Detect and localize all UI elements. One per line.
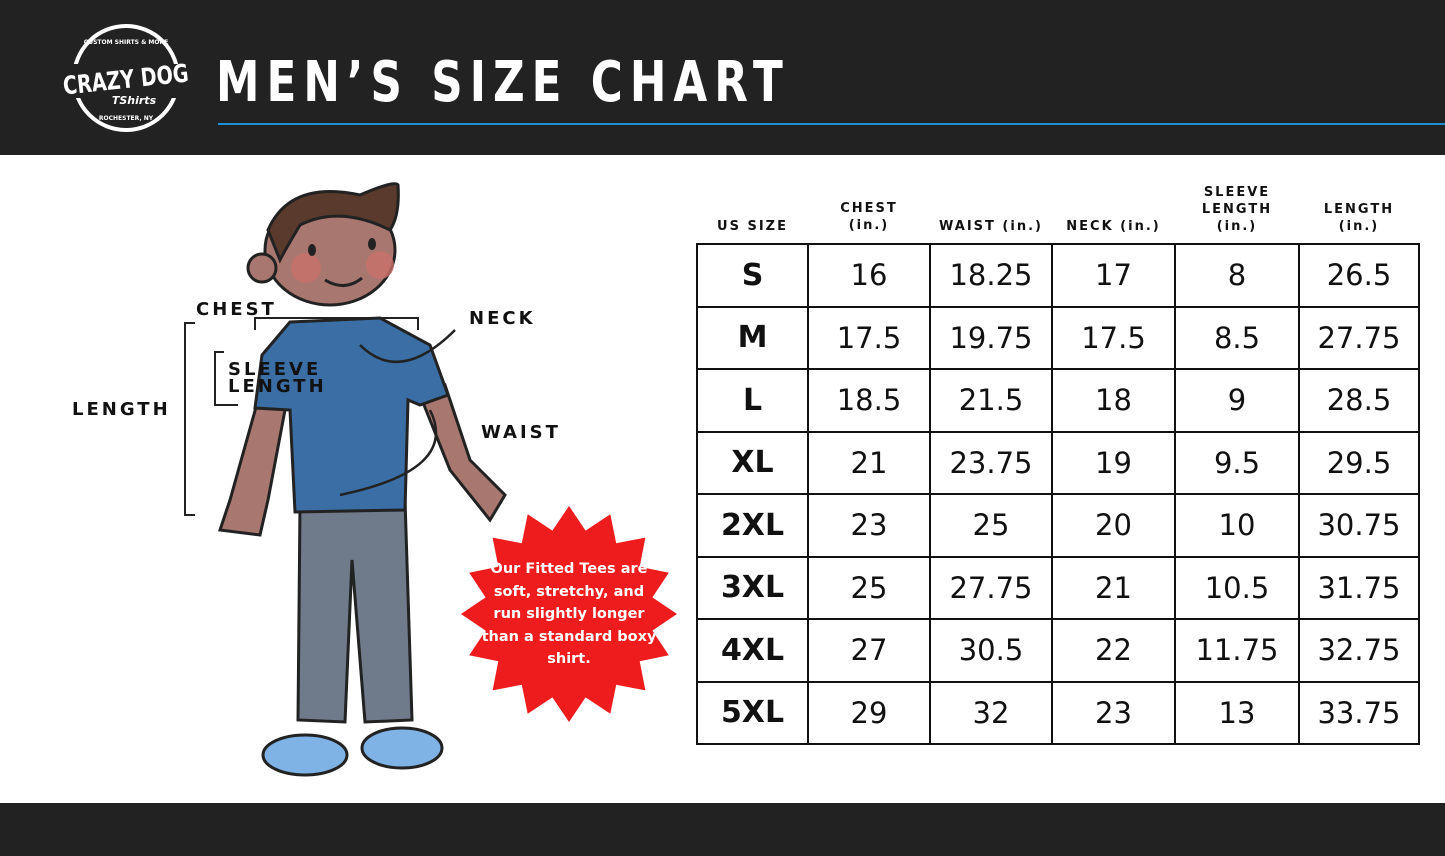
measurement-cell: 27: [807, 618, 931, 683]
measurement-cell: 30.75: [1298, 493, 1420, 558]
measurement-cell: 8: [1174, 243, 1300, 308]
measurement-cell: 32: [929, 680, 1053, 745]
measurement-cell: 18: [1051, 368, 1176, 433]
table-row: L 18.5 21.5 18 9 28.5: [696, 368, 1420, 433]
table-row: 3XL 25 27.75 21 10.5 31.75: [696, 555, 1420, 620]
measurement-cell: 10: [1174, 493, 1300, 558]
kid-illustration: CHEST NECK SLEEVE LENGTH LENGTH WAIST: [0, 155, 700, 803]
table-row: 2XL 23 25 20 10 30.75: [696, 493, 1420, 558]
table-row: 5XL 29 32 23 13 33.75: [696, 680, 1420, 745]
measurement-cell: 22: [1051, 618, 1176, 683]
label-length: LENGTH: [72, 399, 171, 420]
measurement-cell: 29.5: [1298, 430, 1420, 495]
size-cell: 4XL: [696, 618, 809, 683]
badge-text: Our Fitted Tees are soft, stretchy, and …: [481, 561, 657, 667]
measurement-cell: 25: [929, 493, 1053, 558]
size-table: S 16 18.25 17 8 26.5 M 17.5 19.75 17.5 8.5 27.75 L 18…: [696, 243, 1420, 745]
measurement-cell: 33.75: [1298, 680, 1420, 745]
measurement-cell: 23: [807, 493, 931, 558]
label-sleeve-length: LENGTH: [228, 376, 327, 397]
measurement-cell: 32.75: [1298, 618, 1420, 683]
measurement-cell: 17.5: [807, 305, 931, 370]
svg-text:CUSTOM SHIRTS & MORE: CUSTOM SHIRTS & MORE: [84, 39, 168, 46]
size-cell: 5XL: [696, 680, 809, 745]
measurement-cell: 23: [1051, 680, 1176, 745]
header-bar: CRAZY DOG TShirts CUSTOM SHIRTS & MORE R…: [0, 0, 1445, 155]
size-cell: L: [696, 368, 809, 433]
measurement-cell: 8.5: [1174, 305, 1300, 370]
footer-bar: [0, 803, 1445, 856]
label-waist: WAIST: [481, 422, 561, 443]
starburst-badge: [461, 506, 677, 722]
svg-text:ROCHESTER, NY: ROCHESTER, NY: [99, 115, 154, 122]
measurement-cell: 21.5: [929, 368, 1053, 433]
col-header-chest: CHEST (in.): [840, 201, 898, 233]
col-header-us-size: US SIZE: [717, 219, 788, 234]
size-cell: S: [696, 243, 809, 308]
measurement-cell: 17.5: [1051, 305, 1176, 370]
measurement-cell: 9.5: [1174, 430, 1300, 495]
size-cell: 3XL: [696, 555, 809, 620]
col-header-length: LENGTH (in.): [1323, 202, 1395, 234]
measurement-cell: 31.75: [1298, 555, 1420, 620]
label-chest: CHEST: [196, 299, 277, 320]
measurement-cell: 27.75: [929, 555, 1053, 620]
kid-drawing: [184, 182, 507, 777]
measurement-cell: 28.5: [1298, 368, 1420, 433]
table-row: M 17.5 19.75 17.5 8.5 27.75: [696, 305, 1420, 370]
col-header-neck: NECK (in.): [1066, 219, 1161, 234]
measurement-cell: 10.5: [1174, 555, 1300, 620]
svg-text:TShirts: TShirts: [112, 94, 157, 107]
measurement-cell: 16: [807, 243, 931, 308]
size-cell: 2XL: [696, 493, 809, 558]
page-title: MEN’S SIZE CHART: [216, 50, 790, 115]
col-header-sleeve-length: SLEEVE LENGTH (in.): [1201, 185, 1273, 234]
table-row: S 16 18.25 17 8 26.5: [696, 243, 1420, 308]
measurement-cell: 27.75: [1298, 305, 1420, 370]
col-header-waist: WAIST (in.): [939, 219, 1043, 234]
measurement-cell: 18.5: [807, 368, 931, 433]
crazy-dog-logo: CRAZY DOG TShirts CUSTOM SHIRTS & MORE R…: [60, 24, 192, 132]
measurement-cell: 9: [1174, 368, 1300, 433]
measurement-cell: 20: [1051, 493, 1176, 558]
table-row: 4XL 27 30.5 22 11.75 32.75: [696, 618, 1420, 683]
table-row: XL 21 23.75 19 9.5 29.5: [696, 430, 1420, 495]
label-sleeve: SLEEVE: [228, 359, 322, 380]
measurement-cell: 11.75: [1174, 618, 1300, 683]
measurement-cell: 29: [807, 680, 931, 745]
measurement-cell: 19.75: [929, 305, 1053, 370]
measurement-cell: 21: [1051, 555, 1176, 620]
accent-rule: [218, 123, 1445, 125]
measurement-cell: 17: [1051, 243, 1176, 308]
size-cell: M: [696, 305, 809, 370]
measurement-cell: 30.5: [929, 618, 1053, 683]
measurement-cell: 21: [807, 430, 931, 495]
measurement-cell: 23.75: [929, 430, 1053, 495]
measurement-cell: 19: [1051, 430, 1176, 495]
measurement-cell: 25: [807, 555, 931, 620]
measurement-cell: 13: [1174, 680, 1300, 745]
measurement-cell: 26.5: [1298, 243, 1420, 308]
size-cell: XL: [696, 430, 809, 495]
measurement-cell: 18.25: [929, 243, 1053, 308]
label-neck: NECK: [469, 308, 536, 329]
